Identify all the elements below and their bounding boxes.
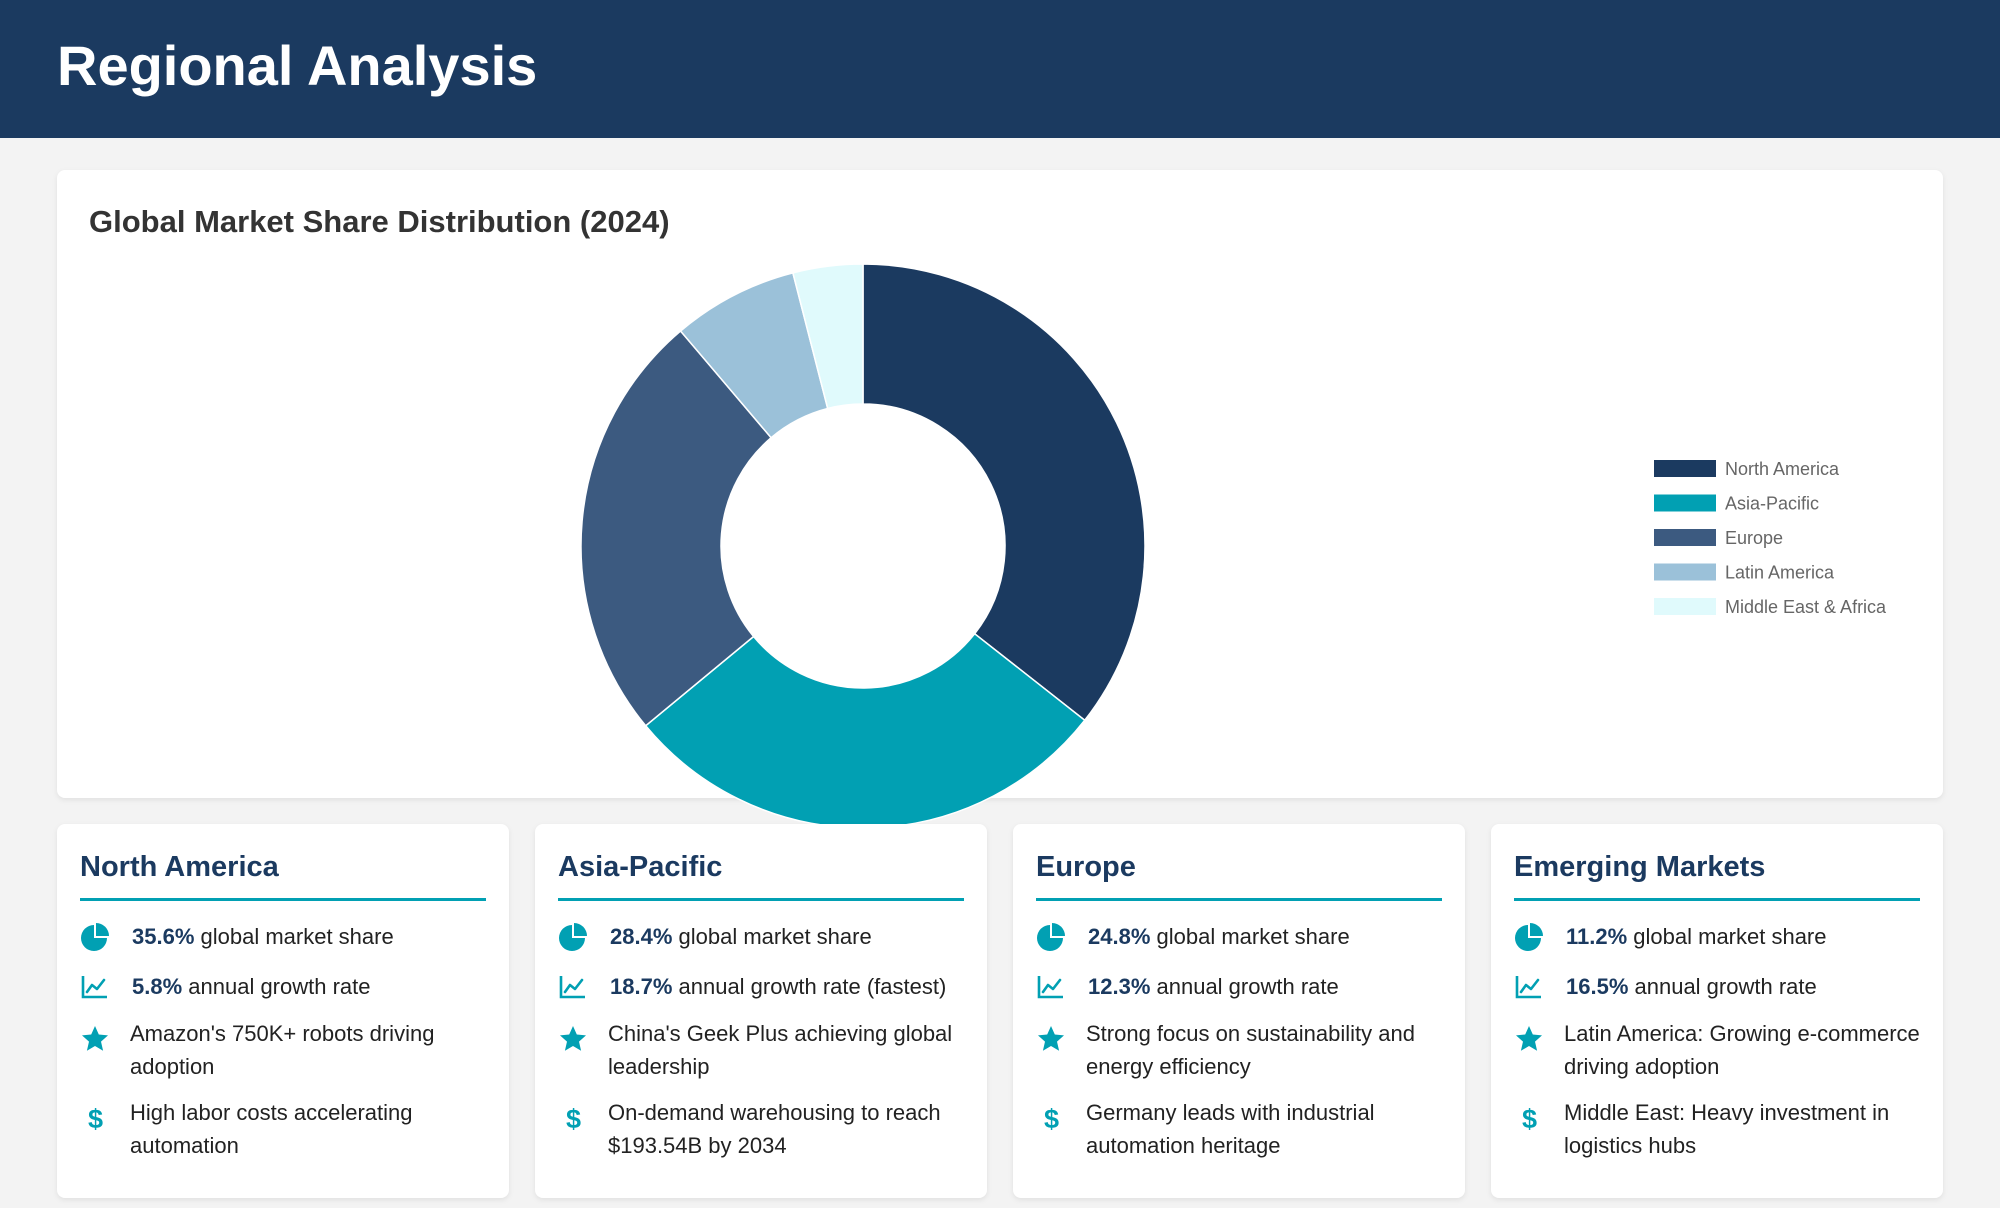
legend-swatch bbox=[1654, 529, 1716, 546]
card-item-text: Strong focus on sustainability and energ… bbox=[1086, 1017, 1442, 1083]
card-item-label: High labor costs accelerating automation bbox=[130, 1100, 413, 1158]
legend-swatch bbox=[1654, 460, 1716, 477]
card-item-text: Middle East: Heavy investment in logisti… bbox=[1564, 1096, 1920, 1162]
pie-slice-europe[interactable] bbox=[580, 329, 773, 727]
pie-slice-north-america[interactable] bbox=[862, 263, 1146, 722]
card-item-text: 11.2% global market share bbox=[1566, 920, 1920, 953]
card-item-text: 28.4% global market share bbox=[610, 920, 964, 953]
card-item-label: On-demand warehousing to reach $193.54B … bbox=[608, 1100, 941, 1158]
legend-label: Latin America bbox=[1725, 563, 1835, 583]
card-title: Asia-Pacific bbox=[558, 851, 723, 883]
pie-chart-icon bbox=[1514, 921, 1544, 951]
card-item-label: annual growth rate bbox=[182, 974, 371, 999]
card-item-text: High labor costs accelerating automation bbox=[130, 1096, 486, 1162]
region-card-emerging-markets: Emerging Markets 11.2% global market shar… bbox=[1491, 824, 1943, 1198]
card-item-label: global market share bbox=[194, 924, 394, 949]
card-title: Emerging Markets bbox=[1514, 851, 1766, 883]
svg-text:$: $ bbox=[88, 1104, 103, 1133]
legend-item-asia-pacific[interactable]: Asia-Pacific bbox=[1654, 494, 1819, 514]
card-item-label: Strong focus on sustainability and energ… bbox=[1086, 1021, 1415, 1079]
line-chart-icon bbox=[80, 972, 110, 1002]
line-chart-icon bbox=[1514, 972, 1544, 1002]
region-cards: North America 35.6% global market share 5.… bbox=[57, 824, 1943, 1198]
legend-swatch bbox=[1654, 563, 1716, 581]
card-item-text: Latin America: Growing e-commerce drivin… bbox=[1564, 1017, 1920, 1083]
legend-item-latin-america[interactable]: Latin America bbox=[1654, 563, 1835, 583]
page-header: Regional Analysis bbox=[0, 0, 2000, 138]
card-item-text: 18.7% annual growth rate (fastest) bbox=[610, 970, 964, 1003]
page-title: Regional Analysis bbox=[57, 34, 538, 97]
legend-label: Asia-Pacific bbox=[1725, 494, 1819, 514]
card-item-label: global market share bbox=[1627, 924, 1827, 949]
card-divider bbox=[1036, 898, 1442, 901]
pie-chart-icon bbox=[1036, 921, 1066, 951]
legend-label: Europe bbox=[1725, 528, 1783, 548]
star-icon bbox=[1036, 1024, 1066, 1054]
card-stat: 28.4% bbox=[610, 924, 673, 949]
card-item-text: 5.8% annual growth rate bbox=[132, 970, 486, 1003]
legend-item-europe[interactable]: Europe bbox=[1654, 528, 1783, 548]
card-stat: 24.8% bbox=[1088, 924, 1151, 949]
dollar-icon: $ bbox=[1036, 1103, 1066, 1134]
market-share-chart-card: Global Market Share Distribution (2024) … bbox=[57, 170, 1943, 829]
pie-slice-asia-pacific[interactable] bbox=[644, 632, 1086, 829]
legend-swatch bbox=[1654, 598, 1716, 615]
card-item-text: 16.5% annual growth rate bbox=[1566, 970, 1920, 1003]
card-item-text: Germany leads with industrial automation… bbox=[1086, 1096, 1442, 1162]
card-item-label: Germany leads with industrial automation… bbox=[1086, 1100, 1375, 1158]
card-divider bbox=[558, 898, 964, 901]
dollar-icon: $ bbox=[558, 1103, 588, 1134]
card-stat: 5.8% bbox=[132, 974, 183, 999]
card-item-label: annual growth rate bbox=[1150, 974, 1339, 999]
card-divider bbox=[1514, 898, 1920, 901]
card-item-label: Middle East: Heavy investment in logisti… bbox=[1564, 1100, 1890, 1158]
svg-text:$: $ bbox=[1044, 1104, 1059, 1133]
card-stat: 35.6% bbox=[132, 924, 195, 949]
card-item-text: 24.8% global market share bbox=[1088, 920, 1442, 953]
card-stat: 18.7% bbox=[610, 974, 673, 999]
doughnut-chart: North America Asia-Pacific Europe Latin Ame… bbox=[580, 263, 1887, 829]
card-item-label: global market share bbox=[1150, 924, 1350, 949]
card-item-text: 12.3% annual growth rate bbox=[1088, 970, 1442, 1003]
card-item-text: 35.6% global market share bbox=[132, 920, 486, 953]
card-item-label: annual growth rate (fastest) bbox=[672, 974, 947, 999]
card-divider bbox=[80, 898, 486, 901]
legend-swatch bbox=[1654, 494, 1716, 512]
star-icon bbox=[558, 1024, 588, 1054]
svg-text:$: $ bbox=[1522, 1104, 1537, 1133]
pie-slice-middle-east-africa[interactable] bbox=[791, 263, 864, 410]
card-stat: 16.5% bbox=[1566, 974, 1629, 999]
line-chart-icon bbox=[1036, 972, 1066, 1002]
card-item-text: Amazon's 750K+ robots driving adoption bbox=[130, 1017, 486, 1083]
dollar-icon: $ bbox=[1514, 1103, 1544, 1134]
region-card-asia-pacific: Asia-Pacific 28.4% global market share 18.… bbox=[535, 824, 987, 1198]
card-title: Europe bbox=[1036, 851, 1136, 883]
svg-text:$: $ bbox=[566, 1104, 581, 1133]
card-item-text: China's Geek Plus achieving global leade… bbox=[608, 1017, 964, 1083]
line-chart-icon bbox=[558, 972, 588, 1002]
card-item-label: Amazon's 750K+ robots driving adoption bbox=[130, 1021, 435, 1079]
card-stat: 11.2% bbox=[1566, 924, 1628, 949]
pie-chart-icon bbox=[80, 921, 110, 951]
legend-item-north-america[interactable]: North America bbox=[1654, 459, 1840, 479]
region-card-north-america: North America 35.6% global market share 5.… bbox=[57, 824, 509, 1198]
chart-title: Global Market Share Distribution (2024) bbox=[89, 204, 670, 239]
card-title: North America bbox=[80, 851, 279, 883]
card-stat: 12.3% bbox=[1088, 974, 1151, 999]
card-item-label: annual growth rate bbox=[1628, 974, 1817, 999]
card-item-text: On-demand warehousing to reach $193.54B … bbox=[608, 1096, 964, 1162]
legend-label: North America bbox=[1725, 459, 1840, 479]
card-item-label: China's Geek Plus achieving global leade… bbox=[608, 1021, 953, 1079]
card-item-label: global market share bbox=[672, 924, 872, 949]
card-item-label: Latin America: Growing e-commerce drivin… bbox=[1564, 1021, 1920, 1079]
legend-item-middle-east-africa[interactable]: Middle East & Africa bbox=[1654, 597, 1887, 617]
region-card-europe: Europe 24.8% global market share 12.3% ann… bbox=[1013, 824, 1465, 1198]
star-icon bbox=[1514, 1024, 1544, 1054]
star-icon bbox=[80, 1024, 110, 1054]
dollar-icon: $ bbox=[80, 1103, 110, 1134]
pie-chart-icon bbox=[558, 921, 588, 951]
legend-label: Middle East & Africa bbox=[1725, 597, 1887, 617]
